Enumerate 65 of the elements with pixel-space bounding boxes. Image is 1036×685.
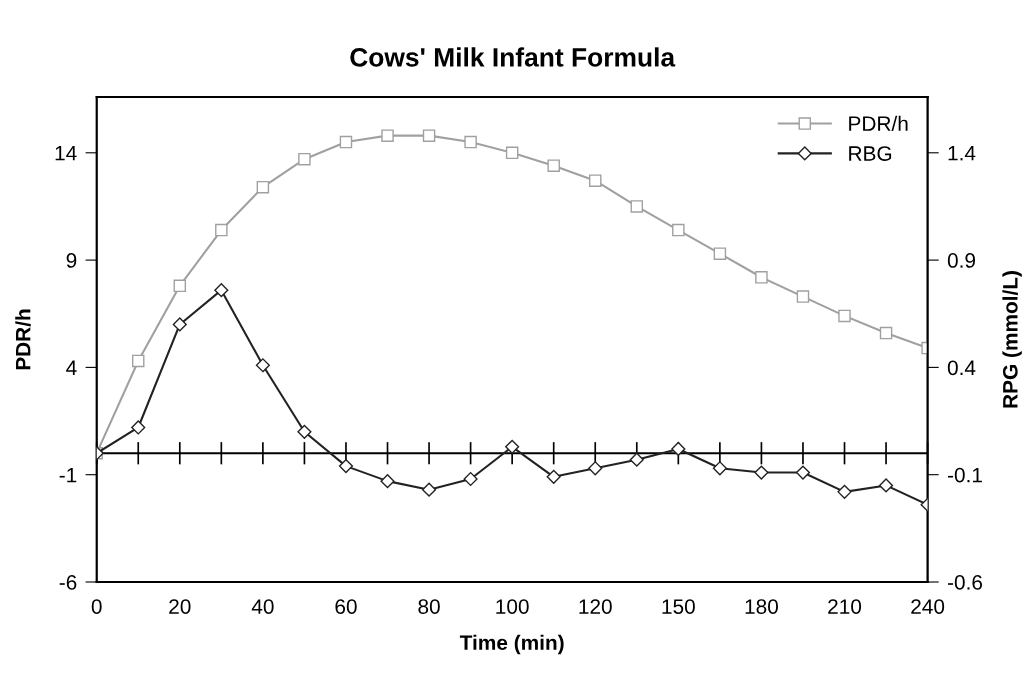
legend-label: RBG [849,146,892,161]
x-tick-label: 150 [662,599,695,614]
point [256,180,270,194]
point [713,247,727,260]
x-tick-label: 60 [335,599,357,614]
point [255,358,270,373]
point [381,129,394,142]
y-tick-label: -6 [59,575,77,590]
point [422,129,436,142]
y2-tick-label: 0.9 [947,253,976,268]
point [505,146,519,160]
x-tick-label: 210 [828,599,862,614]
point [380,474,395,489]
point [630,200,644,213]
point [755,271,768,284]
x-tick-label: 0 [91,599,102,614]
point [298,152,311,166]
point [464,135,477,149]
y-tick-label: 4 [66,360,77,375]
x-tick-label: 40 [251,599,274,614]
point [837,484,852,499]
point [297,424,312,439]
y2-tick-label: 0.4 [947,360,976,376]
point [173,279,187,293]
x-tick-label: 20 [169,599,191,614]
point [588,461,603,476]
point [214,283,229,298]
y2-axis-title: RPG (mmol/L) [1002,271,1022,408]
point [796,290,810,303]
y2-tick-label: -0.1 [947,467,982,483]
point [172,317,187,332]
point [672,223,685,237]
y-tick-label: -1 [59,467,77,483]
y2-tick-label: -0.6 [947,575,983,590]
point [671,441,686,457]
legend-label: PDR/h [849,115,908,132]
point [588,174,602,187]
point [879,326,893,340]
point [421,482,437,497]
x-tick-label: 120 [579,599,612,614]
x-tick-label: 180 [745,599,778,614]
x-tick-label: 80 [418,599,440,614]
y-axis-title: PDR/h [15,309,31,370]
point [505,439,520,454]
point [795,465,811,480]
y2-tick-label: 1.4 [948,146,976,161]
y-tick-label: 9 [66,253,77,268]
point [712,461,727,476]
chart-title: Cows' Milk Infant Formula [350,47,676,67]
point [629,452,644,467]
point [131,420,146,435]
point [878,478,894,493]
point [754,465,769,480]
point [546,469,561,484]
point [463,471,478,487]
x-axis-title: Time (min) [459,634,564,655]
point [338,459,354,474]
point [547,159,560,172]
x-tick-label: 240 [911,599,945,614]
point [838,309,851,323]
x-tick-label: 100 [496,599,529,614]
y-tick-label: 14 [55,146,77,161]
point [339,135,353,149]
point [131,354,145,368]
point [215,223,228,237]
